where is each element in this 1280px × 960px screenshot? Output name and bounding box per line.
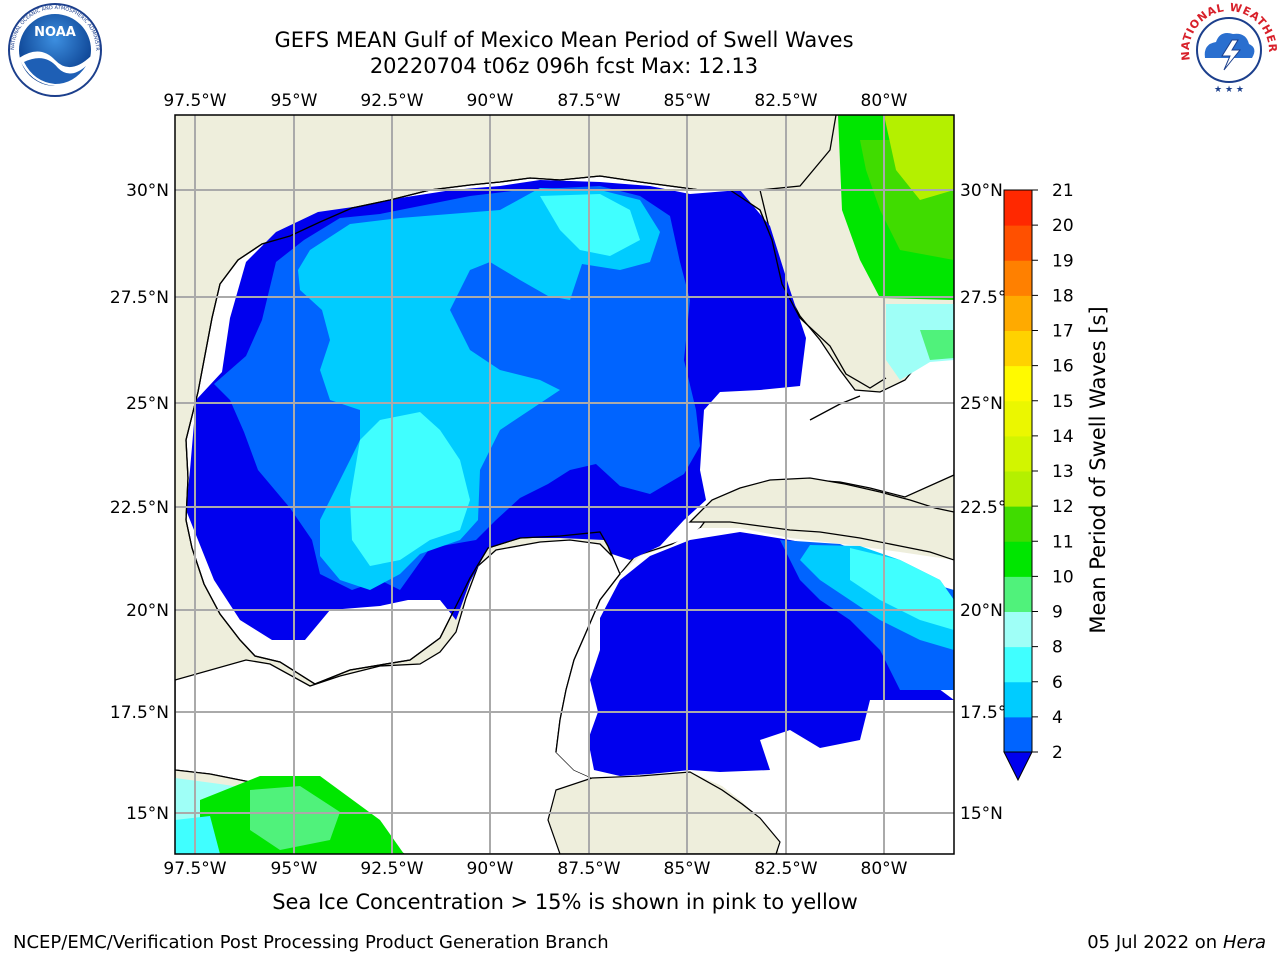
lon-label: 85°W: [664, 91, 711, 111]
lat-label: 25°N: [960, 394, 1003, 414]
lon-label: 85°W: [664, 859, 711, 879]
lat-label: 15°N: [960, 804, 1003, 824]
lat-label: 30°N: [960, 181, 1003, 201]
lon-label: 87.5°W: [557, 859, 620, 879]
colorbar-segment: [1004, 260, 1032, 296]
lon-label: 82.5°W: [754, 859, 817, 879]
footer-date-text: 05 Jul 2022 on: [1087, 932, 1218, 953]
colorbar-tick-label: 19: [1052, 251, 1074, 271]
colorbar-segment: [1004, 716, 1032, 753]
colorbar-tick-label: 13: [1052, 462, 1074, 482]
lon-label: 92.5°W: [360, 859, 423, 879]
map-area: [175, 115, 954, 854]
chart-subtitle: 20220704 t06z 096h fcst Max: 12.13: [369, 54, 759, 78]
colorbar-tick-label: 15: [1052, 392, 1074, 412]
colorbar-segment: [1004, 225, 1032, 261]
footer-credit: NCEP/EMC/Verification Post Processing Pr…: [13, 932, 609, 953]
colorbar-tick-label: 12: [1052, 497, 1074, 517]
colorbar-label: Mean Period of Swell Waves [s]: [1086, 306, 1110, 633]
contour-band-atl-8-9: [886, 304, 954, 380]
colorbar-tick-label: 16: [1052, 357, 1074, 377]
lon-label: 87.5°W: [557, 91, 620, 111]
contour-band-pac-6-8: [175, 816, 220, 854]
colorbar: 2 4 6 8 9 10 11 12 13 14 15 16 17 18 19 20 21: [1003, 181, 1074, 782]
colorbar-segment: [1004, 506, 1032, 542]
svg-text:★ ★ ★: ★ ★ ★: [1214, 85, 1244, 95]
contour-band-atl-12-13: [884, 115, 954, 200]
footer-date: 05 Jul 2022 on Hera: [1087, 932, 1266, 953]
lat-label: 17.5°N: [110, 703, 169, 723]
colorbar-tick-label: 4: [1052, 708, 1063, 728]
lon-label: 90°W: [467, 91, 514, 111]
colorbar-segment: [1004, 435, 1032, 472]
colorbar-tick-label: 17: [1052, 322, 1074, 342]
colorbar-tick-label: 10: [1052, 567, 1074, 587]
nws-logo-text: NATIONAL WEATHER SERVICE: [0, 0, 1279, 61]
colorbar-tick-label: 11: [1052, 532, 1074, 552]
lat-label: 22.5°N: [110, 498, 169, 518]
lon-label: 80°W: [861, 859, 908, 879]
sea-ice-caption: Sea Ice Concentration > 15% is shown in …: [272, 890, 858, 914]
map-border: [174, 114, 955, 855]
colorbar-segment: [1004, 190, 1032, 226]
atlantic-ocean: [880, 360, 954, 470]
swell-contours: [175, 115, 954, 854]
lat-labels-left: 30°N 27.5°N 25°N 22.5°N 20°N 17.5°N 15°N: [110, 181, 169, 824]
footer-host: Hera: [1222, 932, 1266, 953]
noaa-logo: NOAA NATIONAL OCEANIC AND ATMOSPHERIC AD…: [0, 0, 102, 97]
lat-label: 30°N: [126, 181, 169, 201]
colorbar-tick-label: 21: [1052, 181, 1074, 201]
lon-label: 95°W: [271, 859, 318, 879]
contour-band-atl-9-10: [920, 330, 954, 360]
colorbar-segment: [1004, 611, 1032, 648]
colorbar-segment: [1004, 471, 1032, 507]
chart-title: GEFS MEAN Gulf of Mexico Mean Period of …: [274, 28, 854, 52]
colorbar-tick-label: 8: [1052, 638, 1063, 658]
lat-label: 20°N: [960, 601, 1003, 621]
lon-label: 97.5°W: [163, 859, 226, 879]
lon-label: 92.5°W: [360, 91, 423, 111]
nws-logo: NATIONAL WEATHER SERVICE ★ ★ ★: [0, 0, 1279, 97]
svg-text:NATIONAL WEATHER SERVICE: NATIONAL WEATHER SERVICE: [0, 0, 1279, 61]
lat-label: 27.5°N: [110, 288, 169, 308]
colorbar-segment: [1004, 681, 1032, 718]
colorbar-tick-label: 9: [1052, 603, 1063, 623]
colorbar-segment: [1004, 646, 1032, 683]
lat-label: 20°N: [126, 601, 169, 621]
cuba-land: [688, 477, 954, 561]
lat-label: 15°N: [126, 804, 169, 824]
colorbar-tick-label: 20: [1052, 216, 1074, 236]
lon-label: 95°W: [271, 91, 318, 111]
colorbar-extend-triangle: [1003, 751, 1033, 782]
lon-labels-bottom: 97.5°W 95°W 92.5°W 90°W 87.5°W 85°W 82.5…: [163, 859, 907, 879]
lon-label: 80°W: [861, 91, 908, 111]
lon-label: 97.5°W: [163, 91, 226, 111]
colorbar-segment: [1004, 295, 1032, 331]
lon-label: 90°W: [467, 859, 514, 879]
colorbar-segment: [1004, 541, 1032, 577]
colorbar-segment: [1004, 330, 1032, 367]
lat-label: 25°N: [126, 394, 169, 414]
colorbar-segment: [1004, 365, 1032, 402]
colorbar-tick-label: 14: [1052, 427, 1074, 447]
colorbar-tick-label: 18: [1052, 286, 1074, 306]
colorbar-tick-label: 2: [1052, 743, 1063, 763]
lon-label: 82.5°W: [754, 91, 817, 111]
colorbar-segment: [1004, 576, 1032, 612]
graticule: [175, 115, 954, 854]
colorbar-tick-label: 6: [1052, 673, 1063, 693]
lon-labels-top: 97.5°W 95°W 92.5°W 90°W 87.5°W 85°W 82.5…: [163, 91, 907, 111]
contour-band-6-8: [350, 412, 470, 566]
colorbar-segment: [1004, 400, 1032, 437]
svg-text:NOAA: NOAA: [34, 25, 76, 40]
